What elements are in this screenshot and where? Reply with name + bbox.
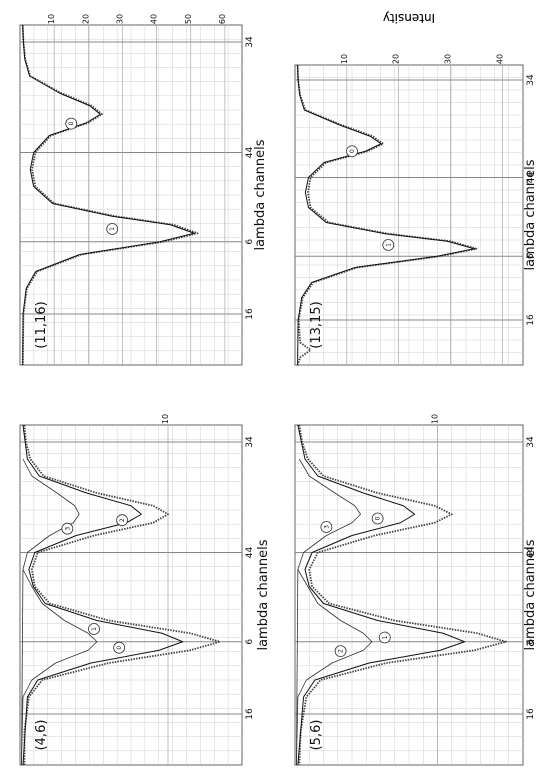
panel-title: (4,6) xyxy=(34,720,49,751)
component-label: 1 xyxy=(382,239,395,251)
component-number: 0 xyxy=(68,122,75,126)
y-tick-label: 10 xyxy=(47,14,56,24)
x-tick-label: 34 xyxy=(526,74,536,86)
series-line xyxy=(22,24,195,366)
x-tick-label: 6 xyxy=(245,639,255,645)
x-tick-label: 44 xyxy=(245,547,255,559)
x-tick-label: 44 xyxy=(526,547,536,559)
component-circle xyxy=(382,239,395,251)
component-label: 0 xyxy=(65,117,78,130)
component-circle xyxy=(371,512,384,525)
x-tick-label: 44 xyxy=(245,147,255,159)
component-number: 1 xyxy=(91,627,98,631)
y-tick-label: 40 xyxy=(495,54,504,64)
chart-panel: 34 44 6 16 10 20 30 40 50 60 0 1 (11,16) lambda chann… xyxy=(19,14,268,366)
y-tick-label: 10 xyxy=(431,414,440,424)
y-tick-label: 30 xyxy=(115,14,124,24)
y-axis-label: Intensity xyxy=(383,11,435,25)
component-label: 0 xyxy=(371,512,384,525)
y-tick-label: 30 xyxy=(443,54,452,64)
grid xyxy=(20,25,242,365)
component-label: 3 xyxy=(320,521,333,533)
y-tick-label: 50 xyxy=(184,14,193,24)
component-circle xyxy=(378,631,391,644)
series-line xyxy=(22,424,184,766)
component-label: 1 xyxy=(378,631,391,644)
y-tick-label: 10 xyxy=(161,414,170,424)
x-axis-label: lambda channels xyxy=(256,539,271,650)
series-line xyxy=(21,569,98,766)
component-label: 2 xyxy=(116,514,129,527)
component-number: 1 xyxy=(109,227,116,231)
grid xyxy=(295,65,523,365)
x-axis-label: lambda channels xyxy=(523,539,538,650)
component-circle xyxy=(113,641,126,654)
component-circle xyxy=(65,117,78,130)
series-line xyxy=(21,458,80,766)
component-circle xyxy=(88,623,100,635)
x-tick-label: 16 xyxy=(526,314,536,326)
x-tick-label: 34 xyxy=(526,436,536,448)
series-line xyxy=(297,64,475,366)
component-label: 0 xyxy=(346,145,358,158)
y-tick-label: 60 xyxy=(218,14,227,24)
x-tick-label: 6 xyxy=(526,253,536,259)
y-tick-label: 40 xyxy=(150,14,159,24)
y-axis-label: Intensity xyxy=(383,11,435,25)
component-number: 2 xyxy=(338,649,345,653)
x-tick-label: 6 xyxy=(526,639,536,645)
component-circle xyxy=(116,514,129,527)
x-tick-label: 16 xyxy=(526,708,536,720)
grid xyxy=(295,425,523,765)
component-number: 0 xyxy=(116,646,123,650)
series-line xyxy=(23,424,221,765)
series-line xyxy=(296,569,373,766)
x-tick-label: 44 xyxy=(526,172,536,184)
series-line xyxy=(298,424,507,766)
component-number: 3 xyxy=(323,525,330,529)
x-axis-label: lambda channels xyxy=(523,159,538,270)
component-label: 1 xyxy=(88,623,100,635)
component-circle xyxy=(320,521,333,533)
y-tick-label: 20 xyxy=(81,14,90,24)
panel-title: (11,16) xyxy=(34,301,49,348)
x-tick-label: 34 xyxy=(245,36,255,48)
component-circle xyxy=(61,522,74,535)
x-tick-label: 34 xyxy=(245,436,255,448)
series-line xyxy=(296,458,361,766)
component-label: 0 xyxy=(113,641,126,654)
component-number: 1 xyxy=(382,635,389,639)
component-label: 2 xyxy=(334,645,347,657)
y-tick-label: 10 xyxy=(340,54,349,64)
y-tick-label: 20 xyxy=(392,54,401,64)
x-tick-label: 16 xyxy=(245,708,255,720)
x-tick-label: 6 xyxy=(245,239,255,245)
component-number: 0 xyxy=(375,516,382,520)
chart-panel: 34 44 6 16 10 20 30 40 0 1 (13,15) lambda channels I… xyxy=(294,11,538,366)
component-number: 0 xyxy=(349,149,356,153)
component-label: 3 xyxy=(61,522,74,535)
series-line xyxy=(21,24,199,366)
x-tick-label: 16 xyxy=(245,308,255,320)
component-label: 1 xyxy=(106,223,119,235)
component-circle xyxy=(106,223,119,235)
panel-title: (5,6) xyxy=(309,720,324,751)
component-circle xyxy=(334,645,347,657)
series-line xyxy=(297,424,466,766)
component-circle xyxy=(346,145,358,158)
component-number: 2 xyxy=(119,518,126,522)
component-number: 1 xyxy=(385,243,392,247)
component-number: 3 xyxy=(64,527,71,531)
x-axis-label: lambda channels xyxy=(253,139,268,250)
panel-title: (13,15) xyxy=(309,301,324,348)
